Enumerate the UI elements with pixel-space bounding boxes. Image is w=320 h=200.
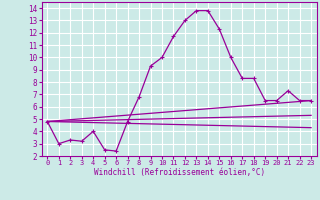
X-axis label: Windchill (Refroidissement éolien,°C): Windchill (Refroidissement éolien,°C) [94, 168, 265, 177]
